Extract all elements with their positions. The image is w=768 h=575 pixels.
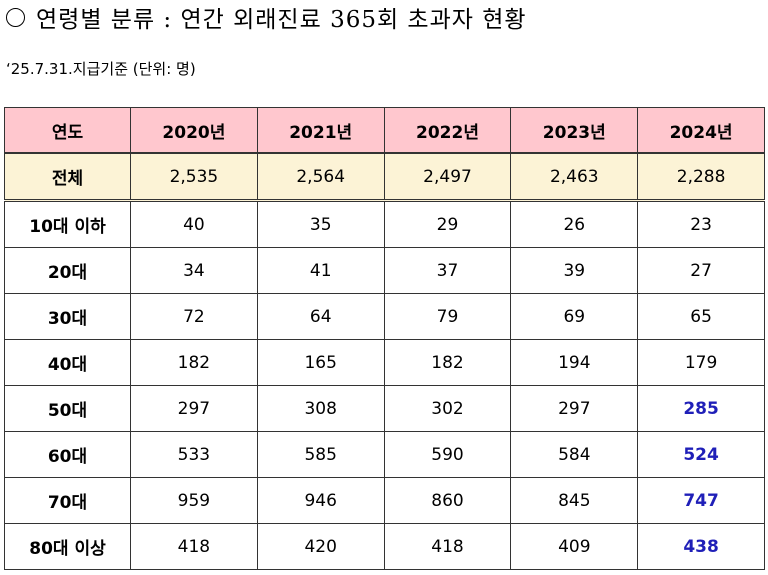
table-cell: 2,535 bbox=[130, 152, 258, 201]
highlighted-cell: 438 bbox=[637, 523, 765, 570]
table-cell: 860 bbox=[383, 477, 512, 524]
table-cell: 297 bbox=[130, 385, 258, 432]
table-row: 20대 34 41 37 39 27 bbox=[4, 247, 765, 294]
header-cell-2024: 2024년 bbox=[637, 107, 765, 154]
table-cell: 79 bbox=[383, 293, 512, 340]
table-cell: 409 bbox=[510, 523, 639, 570]
table-cell: 308 bbox=[256, 385, 385, 432]
row-label: 30대 bbox=[4, 293, 131, 340]
title-row: 연령별 분류 : 연간 외래진료 365회 초과자 현황 bbox=[6, 2, 527, 33]
table-cell: 165 bbox=[256, 339, 385, 386]
circle-bullet-icon bbox=[6, 7, 25, 27]
table-row: 50대 297 308 302 297 285 bbox=[4, 385, 765, 432]
table-cell: 34 bbox=[130, 247, 258, 294]
table-cell: 64 bbox=[256, 293, 385, 340]
header-cell-2021: 2021년 bbox=[256, 107, 385, 154]
table-cell: 418 bbox=[130, 523, 258, 570]
highlighted-cell: 285 bbox=[637, 385, 765, 432]
table-row: 30대 72 64 79 69 65 bbox=[4, 293, 765, 340]
table-row: 10대 이하 40 35 29 26 23 bbox=[4, 200, 765, 248]
table-cell: 23 bbox=[637, 200, 765, 248]
table-cell: 35 bbox=[256, 200, 385, 248]
row-label: 60대 bbox=[4, 431, 131, 478]
table-cell: 2,497 bbox=[383, 152, 512, 201]
table-row: 80대 이상 418 420 418 409 438 bbox=[4, 523, 765, 570]
table-cell: 2,463 bbox=[510, 152, 639, 201]
header-cell-2023: 2023년 bbox=[510, 107, 639, 154]
row-label: 20대 bbox=[4, 247, 131, 294]
table-cell: 37 bbox=[383, 247, 512, 294]
table-cell: 182 bbox=[130, 339, 258, 386]
table-cell: 182 bbox=[383, 339, 512, 386]
highlighted-cell: 747 bbox=[637, 477, 765, 524]
table-cell: 585 bbox=[256, 431, 385, 478]
table-cell: 2,564 bbox=[256, 152, 385, 201]
table-cell: 590 bbox=[383, 431, 512, 478]
table-cell: 420 bbox=[256, 523, 385, 570]
statistics-table: 연도 2020년 2021년 2022년 2023년 2024년 전체 2,53… bbox=[4, 107, 765, 570]
header-cell-2020: 2020년 bbox=[130, 107, 258, 154]
table-note: ‘25.7.31.지급기준 (단위: 명) bbox=[6, 60, 196, 78]
highlighted-cell: 524 bbox=[637, 431, 765, 478]
row-label: 전체 bbox=[4, 152, 131, 201]
table-cell: 179 bbox=[637, 339, 765, 386]
table-cell: 946 bbox=[256, 477, 385, 524]
table-row-total: 전체 2,535 2,564 2,497 2,463 2,288 bbox=[4, 152, 765, 201]
row-label: 50대 bbox=[4, 385, 131, 432]
header-cell-year-label: 연도 bbox=[4, 107, 131, 154]
table-cell: 65 bbox=[637, 293, 765, 340]
row-label: 80대 이상 bbox=[4, 523, 131, 570]
header-cell-2022: 2022년 bbox=[383, 107, 512, 154]
table-cell: 584 bbox=[510, 431, 639, 478]
row-label: 70대 bbox=[4, 477, 131, 524]
row-label: 40대 bbox=[4, 339, 131, 386]
table-cell: 40 bbox=[130, 200, 258, 248]
table-cell: 41 bbox=[256, 247, 385, 294]
table-header-row: 연도 2020년 2021년 2022년 2023년 2024년 bbox=[4, 107, 765, 154]
table-cell: 27 bbox=[637, 247, 765, 294]
table-cell: 418 bbox=[383, 523, 512, 570]
table-row: 70대 959 946 860 845 747 bbox=[4, 477, 765, 524]
table-cell: 297 bbox=[510, 385, 639, 432]
table-cell: 69 bbox=[510, 293, 639, 340]
row-label: 10대 이하 bbox=[4, 200, 131, 248]
table-cell: 26 bbox=[510, 200, 639, 248]
table-cell: 72 bbox=[130, 293, 258, 340]
table-cell: 533 bbox=[130, 431, 258, 478]
table-cell: 959 bbox=[130, 477, 258, 524]
table-cell: 29 bbox=[383, 200, 512, 248]
page-title: 연령별 분류 : 연간 외래진료 365회 초과자 현황 bbox=[36, 7, 527, 33]
table-cell: 2,288 bbox=[637, 152, 765, 201]
table-row: 40대 182 165 182 194 179 bbox=[4, 339, 765, 386]
table-cell: 194 bbox=[510, 339, 639, 386]
table-cell: 302 bbox=[383, 385, 512, 432]
table-row: 60대 533 585 590 584 524 bbox=[4, 431, 765, 478]
table-cell: 845 bbox=[510, 477, 639, 524]
table-cell: 39 bbox=[510, 247, 639, 294]
